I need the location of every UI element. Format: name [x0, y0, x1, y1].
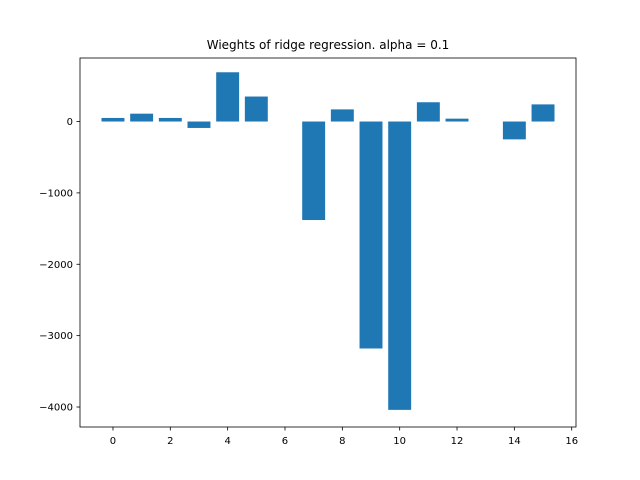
y-tick-label: −1000 — [39, 188, 73, 199]
x-axis-ticks: 0 2 4 6 8 10 12 14 16 — [110, 427, 578, 447]
y-axis-ticks: 0 −1000 −2000 −3000 −4000 — [39, 117, 80, 414]
x-tick-label: 12 — [451, 436, 464, 447]
x-tick-label: 14 — [508, 436, 521, 447]
bar-14 — [502, 121, 526, 140]
bar-0 — [101, 117, 125, 122]
x-tick-label: 2 — [167, 436, 173, 447]
x-tick-label: 0 — [110, 436, 116, 447]
bar-1 — [130, 113, 154, 122]
x-tick-label: 10 — [393, 436, 406, 447]
bar-5 — [244, 96, 268, 122]
x-tick-label: 16 — [565, 436, 578, 447]
bar-11 — [416, 102, 440, 122]
x-tick-label: 8 — [339, 436, 345, 447]
bar-2 — [158, 117, 182, 122]
plot-frame — [79, 57, 577, 428]
bar-15 — [531, 104, 555, 122]
bar-7 — [302, 121, 326, 221]
bar-10 — [388, 121, 412, 410]
bar-9 — [359, 121, 383, 349]
bar-8 — [330, 109, 354, 122]
x-tick-label: 4 — [224, 436, 230, 447]
y-tick-label: 0 — [67, 117, 73, 128]
x-tick-label: 6 — [282, 436, 288, 447]
bar-3 — [187, 121, 211, 128]
bar-12 — [445, 118, 469, 122]
y-tick-label: −4000 — [39, 403, 73, 414]
y-tick-label: −3000 — [39, 331, 73, 342]
bars-group — [101, 72, 555, 410]
y-tick-label: −2000 — [39, 260, 73, 271]
bar-4 — [216, 72, 240, 122]
chart-title: Wieghts of ridge regression. alpha = 0.1 — [207, 38, 450, 52]
